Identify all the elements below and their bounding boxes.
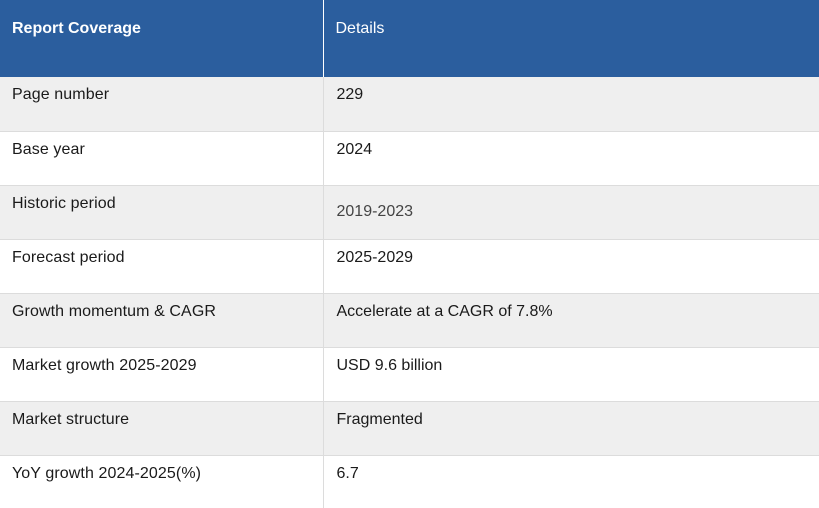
row-label-market-structure: Market structure [0, 401, 324, 456]
table-row: Market growth 2025-2029 USD 9.6 billion [0, 347, 819, 402]
header-row: Report Coverage Details [0, 0, 819, 77]
table-row: Growth momentum & CAGR Accelerate at a C… [0, 293, 819, 348]
table-row: Market structure Fragmented [0, 401, 819, 456]
table-row: Historic period 2019-2023 [0, 185, 819, 240]
row-value-market-structure: Fragmented [323, 401, 819, 456]
row-value-historic-period: 2019-2023 [323, 185, 819, 240]
table-body: Page number 229 Base year 2024 Historic … [0, 77, 819, 508]
row-label-base-year: Base year [0, 131, 324, 186]
row-label-yoy-growth: YoY growth 2024-2025(%) [0, 455, 324, 508]
row-label-historic-period: Historic period [0, 185, 324, 240]
row-label-growth-momentum: Growth momentum & CAGR [0, 293, 324, 348]
row-label-forecast-period: Forecast period [0, 239, 324, 294]
table-row: YoY growth 2024-2025(%) 6.7 [0, 455, 819, 508]
row-value-yoy-growth: 6.7 [323, 455, 819, 508]
header-report-coverage: Report Coverage [0, 0, 324, 77]
table-row: Base year 2024 [0, 131, 819, 186]
table-row: Forecast period 2025-2029 [0, 239, 819, 294]
row-label-market-growth: Market growth 2025-2029 [0, 347, 324, 402]
row-value-base-year: 2024 [323, 131, 819, 186]
row-value-market-growth: USD 9.6 billion [323, 347, 819, 402]
row-value-forecast-period: 2025-2029 [323, 239, 819, 294]
row-label-page-number: Page number [0, 77, 324, 132]
table-header: Report Coverage Details [0, 0, 819, 77]
header-details: Details [323, 0, 819, 77]
table-row: Page number 229 [0, 77, 819, 132]
row-value-page-number: 229 [323, 77, 819, 132]
row-value-growth-momentum: Accelerate at a CAGR of 7.8% [323, 293, 819, 348]
